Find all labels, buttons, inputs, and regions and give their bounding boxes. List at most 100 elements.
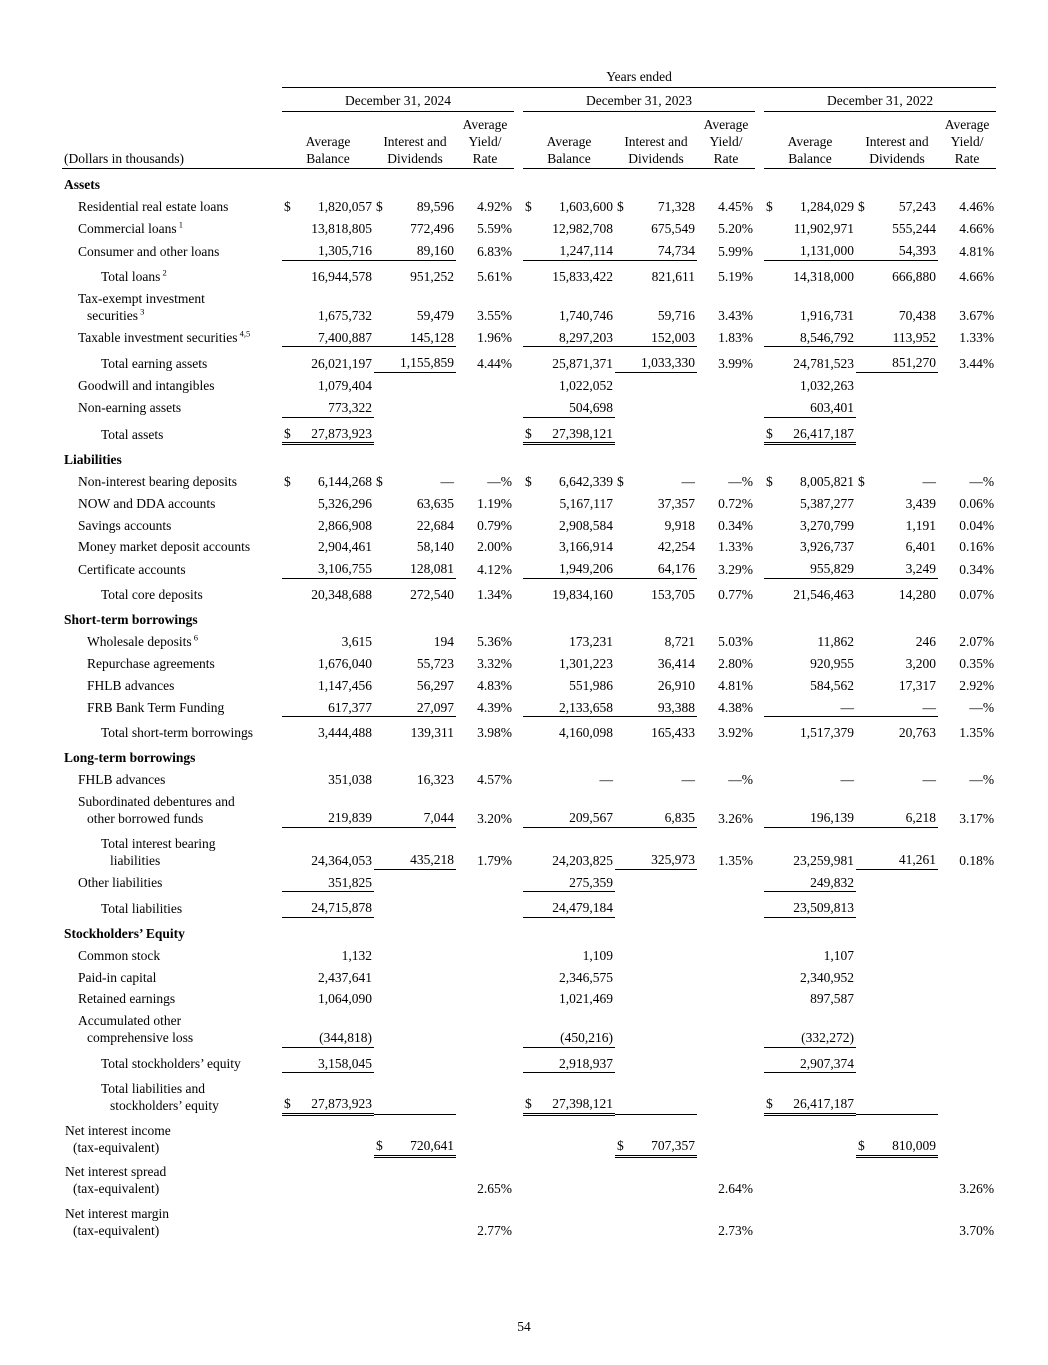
row-money-market-deposit-accounts-cell-7: 6,401 — [905, 539, 936, 555]
row-total-liabilities-label: Total liabilities — [101, 900, 183, 916]
column-spacer — [514, 651, 523, 673]
column-spacer — [514, 395, 523, 417]
row-residential-real-estate-loans-cell-1: $89,596 — [376, 199, 454, 215]
row-total-assets-cell-0: $27,873,923 — [282, 417, 374, 446]
row-subordinated-debentures: Subordinated debentures and other borrowe… — [62, 789, 996, 829]
row-frb-bank-term-funding-cell-0: 617,377 — [282, 694, 374, 718]
row-residential-real-estate-loans-cell-6: $1,284,029 — [766, 199, 854, 215]
row-total-liabilities-and-stockholders-equity-cell-1 — [374, 1073, 456, 1115]
row-net-interest-margin-tax-equivalent-cell-2: 2.77% — [477, 1223, 512, 1238]
row-consumer-and-other-loans-cell-6: 1,131,000 — [764, 238, 856, 261]
row-tax-exempt-investment-securities-cell-8: 3.67% — [959, 307, 995, 323]
row-common-stock-cell-2 — [456, 943, 514, 965]
row-total-stockholders-equity-cell-0: 3,158,045 — [282, 1047, 374, 1074]
row-total-assets-cell-4 — [615, 417, 697, 444]
row-savings-accounts-cell-8: 0.04% — [959, 517, 995, 533]
row-goodwill-and-intangibles-cell-5 — [697, 373, 755, 395]
row-common-stock-cell-4 — [615, 943, 697, 965]
column-spacer — [514, 629, 523, 651]
row-taxable-investment-securities-label: Taxable investment securities 4,5 — [78, 328, 251, 345]
row-repurchase-agreements-cell-5: 2.80% — [718, 655, 753, 671]
section-liabilities-cell-4 — [615, 444, 697, 469]
row-net-interest-income-tax-equivalent-cell-2 — [456, 1115, 514, 1157]
section-stockholders-equity-cell-0 — [282, 918, 374, 943]
row-total-assets-cell-8 — [938, 417, 996, 444]
section-assets-cell-5 — [697, 169, 755, 194]
section-liabilities-cell-0 — [282, 444, 374, 469]
row-common-stock-cell-6: 1,107 — [823, 947, 854, 963]
row-total-assets-cell-2 — [456, 417, 514, 444]
row-consumer-and-other-loans-cell-3: 1,247,114 — [523, 238, 615, 261]
row-subordinated-debentures-cell-8: 3.17% — [959, 810, 995, 826]
row-total-assets-cell-5 — [697, 417, 755, 444]
row-consumer-and-other-loans-cell-8: 4.81% — [959, 243, 995, 259]
row-total-stockholders-equity-cell-3: 2,918,937 — [523, 1047, 615, 1074]
row-repurchase-agreements-cell-0: 1,676,040 — [318, 655, 372, 671]
row-fhlb-advances-short-term-cell-5: 4.81% — [718, 677, 753, 693]
row-non-earning-assets-cell-4 — [615, 395, 697, 417]
section-short-term-borrowings-cell-0 — [282, 604, 374, 629]
row-total-assets-cell-1 — [374, 417, 456, 444]
row-total-short-term-borrowings-cell-0: 3,444,488 — [318, 725, 372, 741]
row-fhlb-advances-long-term: FHLB advances 351,038 16,323 4.57% — — —% — — —% — [62, 767, 996, 789]
period-header-2023: December 31, 2023 — [523, 87, 755, 112]
section-liabilities-cell-1 — [374, 444, 456, 469]
column-spacer — [755, 918, 764, 943]
row-taxable-investment-securities-cell-0: 7,400,887 — [282, 324, 374, 348]
column-spacer — [755, 111, 764, 169]
row-retained-earnings-cell-0: 1,064,090 — [318, 991, 372, 1007]
row-fhlb-advances-long-term-cell-1: 16,323 — [416, 772, 454, 788]
row-total-interest-bearing-liabilities-cell-2: 1.79% — [477, 852, 512, 868]
row-total-core-deposits-cell-7: 14,280 — [898, 587, 936, 603]
row-goodwill-and-intangibles: Goodwill and intangibles 1,079,404 1,022,0… — [62, 373, 996, 395]
row-total-stockholders-equity-cell-6: 2,907,374 — [764, 1047, 856, 1074]
row-fhlb-advances-short-term: FHLB advances 1,147,456 56,297 4.83% 551,986… — [62, 673, 996, 695]
row-wholesale-deposits-cell-7: 246 — [915, 633, 936, 649]
row-subordinated-debentures-label: Subordinated debentures and other borrowe… — [78, 794, 235, 826]
row-total-liabilities-cell-7 — [856, 892, 938, 918]
row-paid-in-capital: Paid-in capital 2,437,641 2,346,575 2,340,9… — [62, 965, 996, 987]
row-total-liabilities-and-stockholders-equity-cell-2 — [456, 1073, 514, 1115]
row-paid-in-capital-label: Paid-in capital — [78, 969, 157, 985]
row-total-liabilities: Total liabilities 24,715,878 24,479,184 23,… — [62, 891, 996, 919]
row-total-earning-assets: Total earning assets 26,021,197 1,155,859 4… — [62, 346, 996, 374]
column-spacer — [514, 216, 523, 238]
row-fhlb-advances-long-term-cell-3: — — [599, 772, 614, 788]
row-total-stockholders-equity-cell-4 — [615, 1047, 697, 1073]
row-accumulated-other-comprehensive-loss-cell-5 — [697, 1008, 755, 1047]
row-paid-in-capital-cell-1 — [374, 965, 456, 987]
row-commercial-loans-cell-5: 5.20% — [718, 221, 753, 237]
row-total-loans-cell-0: 16,944,578 — [311, 268, 372, 284]
avg-yield-rate-header-text: Average Yield/ Rate — [703, 116, 749, 166]
section-liabilities-cell-6 — [764, 444, 856, 469]
section-assets-cell-6 — [764, 169, 856, 194]
row-total-short-term-borrowings-cell-3: 4,160,098 — [559, 725, 613, 741]
column-spacer — [755, 417, 764, 444]
column-spacer — [514, 604, 523, 629]
row-savings-accounts-cell-3: 2,908,584 — [559, 517, 613, 533]
section-short-term-borrowings-cell-8 — [938, 604, 996, 629]
avg-yield-rate-header-2024: Average Yield/ Rate — [456, 111, 514, 170]
section-long-term-borrowings-cell-3 — [523, 742, 615, 767]
row-total-interest-bearing-liabilities-cell-3: 24,203,825 — [552, 852, 613, 868]
row-total-short-term-borrowings-cell-6: 1,517,379 — [800, 725, 854, 741]
row-common-stock-cell-1 — [374, 943, 456, 965]
column-spacer — [514, 892, 523, 918]
row-money-market-deposit-accounts-cell-5: 1.33% — [718, 539, 753, 555]
row-total-earning-assets-cell-8: 3.44% — [959, 355, 995, 371]
column-spacer — [755, 373, 764, 395]
row-non-earning-assets-cell-1 — [374, 395, 456, 417]
row-other-liabilities-cell-0: 351,825 — [282, 869, 374, 893]
row-non-interest-bearing-deposits-label: Non-interest bearing deposits — [78, 473, 237, 489]
section-assets-cell-0 — [282, 169, 374, 194]
column-spacer — [514, 943, 523, 965]
column-spacer — [755, 604, 764, 629]
column-spacer — [514, 260, 523, 285]
row-goodwill-and-intangibles-cell-2 — [456, 373, 514, 395]
column-spacer — [514, 238, 523, 260]
section-long-term-borrowings: Long-term borrowings — [62, 742, 996, 767]
column-spacer — [755, 943, 764, 965]
row-net-interest-spread-tax-equivalent-cell-6 — [764, 1156, 856, 1198]
section-short-term-borrowings-cell-4 — [615, 604, 697, 629]
row-money-market-deposit-accounts-cell-4: 42,254 — [657, 539, 695, 555]
